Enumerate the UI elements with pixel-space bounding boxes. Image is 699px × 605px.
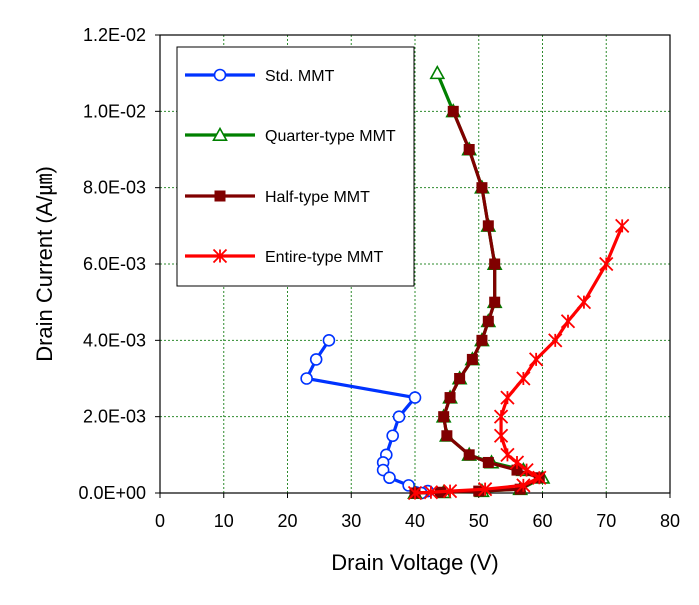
data-point — [482, 220, 494, 232]
data-point — [489, 296, 501, 308]
legend: Std. MMT Quarter-type MMT Half-type MMT Ent… — [176, 46, 415, 287]
x-tick-label: 80 — [660, 511, 680, 531]
data-point — [560, 314, 576, 329]
data-point — [482, 315, 494, 327]
data-point — [383, 471, 396, 485]
data-point — [528, 352, 544, 367]
legend-box — [176, 46, 415, 287]
data-point — [509, 455, 525, 470]
data-point — [516, 478, 531, 493]
data-point — [407, 485, 423, 501]
data-point — [489, 258, 501, 270]
y-tick-label: 0.0E+00 — [78, 483, 146, 503]
data-point — [532, 470, 547, 485]
data-point — [213, 68, 227, 82]
data-point — [438, 411, 450, 423]
data-point — [548, 333, 563, 348]
data-point — [454, 373, 466, 384]
data-point — [516, 371, 531, 386]
x-tick-label: 0 — [155, 511, 165, 531]
data-point — [519, 462, 534, 478]
data-point — [576, 295, 592, 310]
data-point — [482, 456, 494, 468]
data-point — [476, 182, 488, 194]
data-point — [463, 144, 475, 155]
data-point — [477, 482, 493, 497]
data-point — [309, 353, 323, 366]
data-point — [476, 334, 488, 346]
data-point — [212, 248, 228, 264]
data-point — [500, 390, 515, 405]
y-tick-label: 4.0E-03 — [83, 330, 146, 350]
data-point — [212, 126, 228, 141]
y-tick-label: 8.0E-03 — [83, 178, 146, 198]
data-point — [463, 449, 475, 461]
data-point — [442, 483, 458, 499]
data-point — [214, 190, 226, 202]
data-point — [423, 485, 439, 500]
data-point — [447, 105, 459, 117]
data-point — [466, 353, 478, 365]
data-point — [441, 430, 453, 442]
data-point — [300, 372, 313, 385]
x-tick-label: 10 — [214, 511, 234, 531]
data-point — [429, 65, 446, 80]
y-tick-label: 1.0E-02 — [83, 101, 146, 121]
data-point — [599, 256, 614, 272]
y-axis-title: Drain Current (A/㎛) — [32, 166, 58, 362]
y-tick-label: 2.0E-03 — [83, 407, 146, 427]
legend-label: Half-type MMT — [265, 189, 370, 206]
data-point — [392, 410, 406, 423]
y-tick-label: 6.0E-03 — [83, 254, 146, 274]
legend-label: Quarter-type MMT — [265, 128, 396, 145]
legend-label: Entire-type MMT — [265, 249, 383, 266]
data-point — [322, 334, 336, 347]
x-tick-label: 30 — [341, 511, 361, 531]
data-point — [500, 447, 515, 462]
x-axis-title: Drain Voltage (V) — [331, 550, 499, 575]
legend-label: Std. MMT — [265, 68, 335, 85]
series-0 — [300, 334, 435, 500]
data-point — [493, 409, 509, 424]
data-point — [408, 391, 422, 404]
x-tick-label: 70 — [596, 511, 616, 531]
x-tick-label: 20 — [277, 511, 297, 531]
x-tick-label: 40 — [405, 511, 425, 531]
data-point — [444, 392, 456, 404]
x-tick-label: 60 — [532, 511, 552, 531]
y-tick-label: 1.2E-02 — [83, 25, 146, 45]
series-3 — [407, 218, 630, 501]
data-point — [615, 218, 630, 233]
data-point — [493, 428, 509, 443]
data-point — [386, 429, 399, 443]
x-tick-label: 50 — [469, 511, 489, 531]
